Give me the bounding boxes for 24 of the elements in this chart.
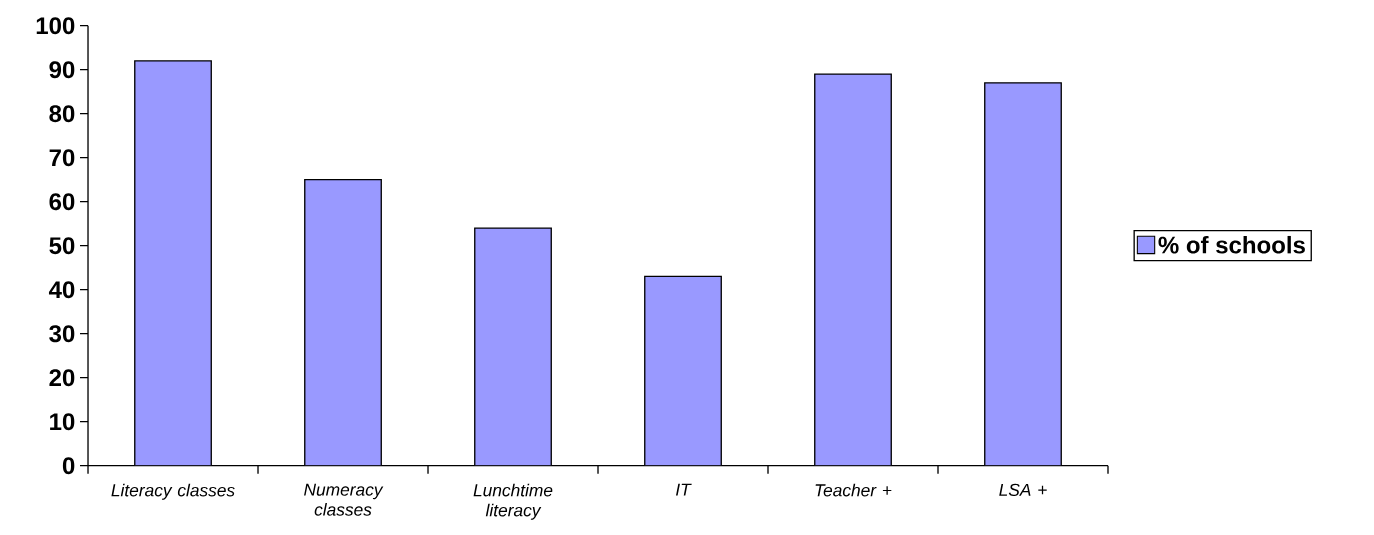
y-tick-label: 80 [49, 105, 75, 123]
bar [984, 82, 1062, 466]
x-tick-label: LSA + [999, 483, 1047, 496]
y-tick-label: 30 [49, 325, 75, 343]
x-tick-label: Teacher + [815, 483, 892, 497]
y-tick-label: 50 [49, 237, 75, 255]
y-tick-label: 20 [49, 369, 75, 387]
legend-label: % of schools [1158, 235, 1305, 254]
x-tick-label: Numeracy classes [304, 483, 384, 516]
y-tick-label: 10 [50, 413, 75, 431]
bar [814, 74, 892, 466]
bar [304, 179, 382, 466]
y-tick-label: 100 [36, 17, 75, 35]
y-tick-label: 90 [49, 61, 75, 79]
bar [644, 276, 722, 466]
x-tick-label: Lunchtime literacy [473, 483, 553, 520]
y-tick-label: 60 [49, 193, 75, 211]
x-tick-label: Literacy classes [111, 483, 235, 500]
y-tick-label: 40 [48, 281, 75, 299]
bar [474, 228, 552, 466]
y-tick-label: 70 [49, 149, 75, 167]
bar [134, 60, 212, 466]
x-tick-label: IT [675, 483, 692, 496]
y-tick-label: 0 [62, 457, 75, 475]
